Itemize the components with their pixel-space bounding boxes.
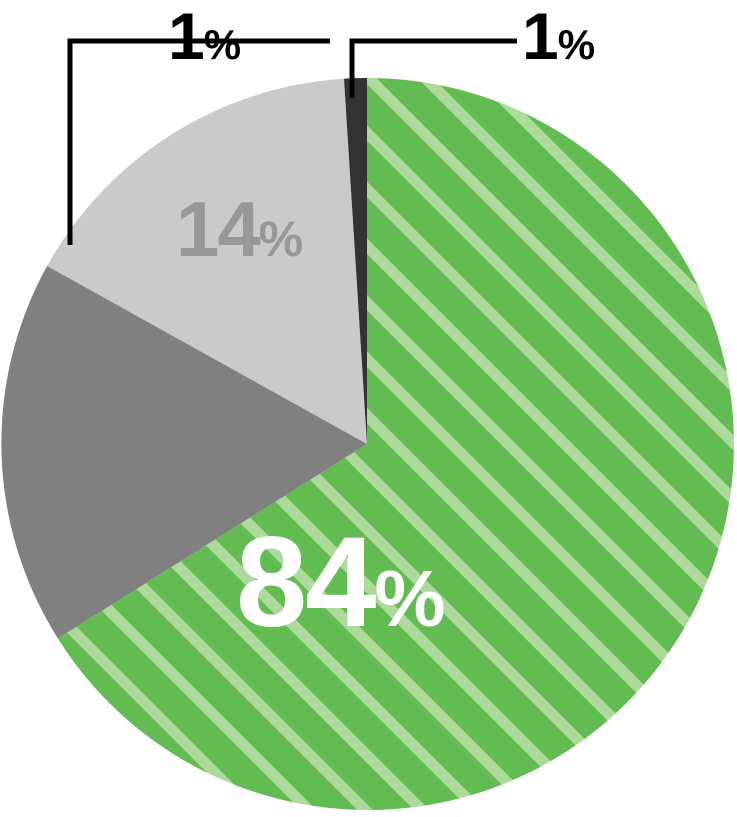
leader-line-left <box>67 38 330 245</box>
slice-label-gray-14-percent: 14% <box>176 190 303 268</box>
pie-slice-green[interactable] <box>57 77 734 810</box>
gray-label-value: 14 <box>176 185 261 273</box>
callout-label-left-1-percent: 1% <box>168 3 241 69</box>
pie-slice-medium-gray[interactable] <box>1 266 368 639</box>
gray-label-percent-sign: % <box>258 211 303 267</box>
callout-right-percent-sign: % <box>557 21 595 68</box>
slice-label-green-84-percent: 84% <box>236 519 446 647</box>
callout-left-percent-sign: % <box>203 21 241 68</box>
callout-label-right-1-percent: 1% <box>522 3 595 69</box>
pie-slice-light-gray[interactable] <box>47 78 367 444</box>
pie-slice-dark[interactable] <box>344 77 367 444</box>
leader-line-right <box>349 38 517 98</box>
green-label-value: 84 <box>236 511 376 654</box>
callout-left-value: 1 <box>168 0 205 73</box>
callout-right-value: 1 <box>522 0 559 73</box>
green-label-percent-sign: % <box>374 554 445 643</box>
